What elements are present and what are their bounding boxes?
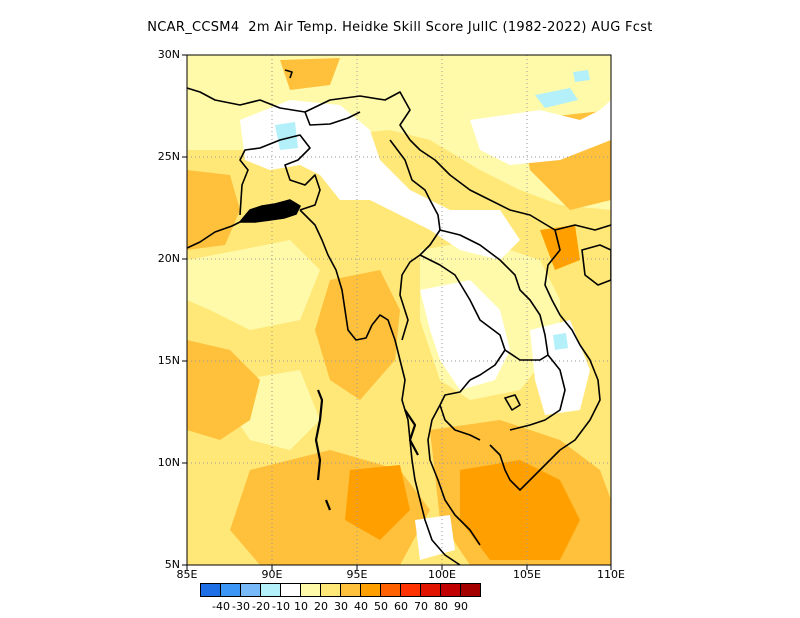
skill-region-40-50-gulf — [460, 460, 580, 560]
lon-label-85e: 85E — [176, 568, 198, 581]
lon-label-110e: 110E — [597, 568, 625, 581]
legend-label: 40 — [354, 600, 368, 613]
myanmar-west-coast — [299, 209, 373, 341]
legend-swatch — [240, 583, 261, 597]
lat-label-25n: 25N — [157, 150, 180, 163]
lat-label-30n: 30N — [157, 48, 180, 61]
bangladesh-border — [239, 134, 321, 216]
land-outlines — [187, 69, 611, 565]
mergui-archipelago — [404, 409, 419, 456]
plot-frame — [186, 54, 612, 566]
vietnam-south-coast — [489, 444, 561, 491]
thailand-border — [419, 254, 506, 381]
china-border — [409, 139, 611, 231]
legend-label: -20 — [252, 600, 270, 613]
legend-label: 30 — [334, 600, 348, 613]
legend-swatch — [200, 583, 221, 597]
andaman-islands — [314, 389, 324, 481]
map-title: NCAR_CCSM4 2m Air Temp. Heidke Skill Sco… — [147, 20, 653, 35]
legend-swatch — [300, 583, 321, 597]
lat-label-15n: 15N — [157, 354, 180, 367]
bhutan-border — [304, 111, 361, 126]
lat-label-5n: 5N — [164, 558, 180, 571]
skill-region-zero-ne — [470, 100, 611, 165]
skill-region-10-20-west — [187, 240, 320, 330]
legend-swatch — [280, 583, 301, 597]
skill-region-10-20-north — [187, 55, 611, 210]
cambodia-border — [504, 349, 566, 431]
sundarbans — [239, 199, 301, 223]
grid-lines — [187, 55, 611, 565]
legend-swatch — [400, 583, 421, 597]
legend-label: 50 — [374, 600, 388, 613]
tonle-sap — [504, 394, 521, 411]
legend-swatch — [460, 583, 481, 597]
legend-label: -30 — [232, 600, 250, 613]
nicobar-islands — [324, 499, 332, 511]
skill-region-zero-east — [530, 320, 590, 415]
skill-region-30-40-north — [280, 58, 340, 90]
skill-region-zero-south — [415, 515, 455, 560]
lat-label-20n: 20N — [157, 252, 180, 265]
skill-region-neg-1 — [275, 122, 298, 150]
legend-label: 80 — [434, 600, 448, 613]
skill-region-40-50-andaman — [345, 465, 410, 540]
tick-marks — [182, 54, 612, 570]
legend-swatch — [220, 583, 241, 597]
skill-region-neg-4 — [553, 333, 568, 350]
taiwan-strait-island — [284, 69, 293, 79]
legend-swatch — [260, 583, 281, 597]
malay-peninsula-west — [411, 459, 461, 565]
legend-swatch — [420, 583, 441, 597]
skill-region-zero-north — [240, 100, 520, 260]
lat-label-10n: 10N — [157, 456, 180, 469]
malay-peninsula-east — [427, 404, 481, 546]
himalaya-border — [187, 87, 411, 141]
gulf-of-tonkin-coast — [544, 229, 601, 451]
legend-swatch — [440, 583, 461, 597]
legend-label: 60 — [394, 600, 408, 613]
legend-label: 20 — [314, 600, 328, 613]
hainan — [581, 244, 611, 286]
legend-label: -10 — [272, 600, 290, 613]
myanmar-east-border — [389, 139, 441, 341]
skill-region-neg-3 — [573, 70, 590, 82]
color-legend — [200, 583, 481, 597]
legend-swatch — [340, 583, 361, 597]
skill-region-30-40-sw — [187, 340, 260, 440]
legend-label: 90 — [454, 600, 468, 613]
legend-swatch — [320, 583, 341, 597]
skill-region-neg-2 — [535, 88, 578, 108]
lon-label-95e: 95E — [346, 568, 368, 581]
legend-label: 10 — [294, 600, 308, 613]
skill-region-30-40-bay — [187, 170, 240, 250]
myanmar-south-coast — [371, 314, 413, 461]
laos-border — [439, 229, 549, 356]
legend-label: -40 — [212, 600, 230, 613]
thailand-gulf-coast — [439, 379, 481, 441]
lon-label-105e: 105E — [513, 568, 541, 581]
lon-label-100e: 100E — [428, 568, 456, 581]
legend-swatch — [380, 583, 401, 597]
legend-swatch — [360, 583, 381, 597]
lon-label-90e: 90E — [261, 568, 283, 581]
legend-label: 70 — [414, 600, 428, 613]
